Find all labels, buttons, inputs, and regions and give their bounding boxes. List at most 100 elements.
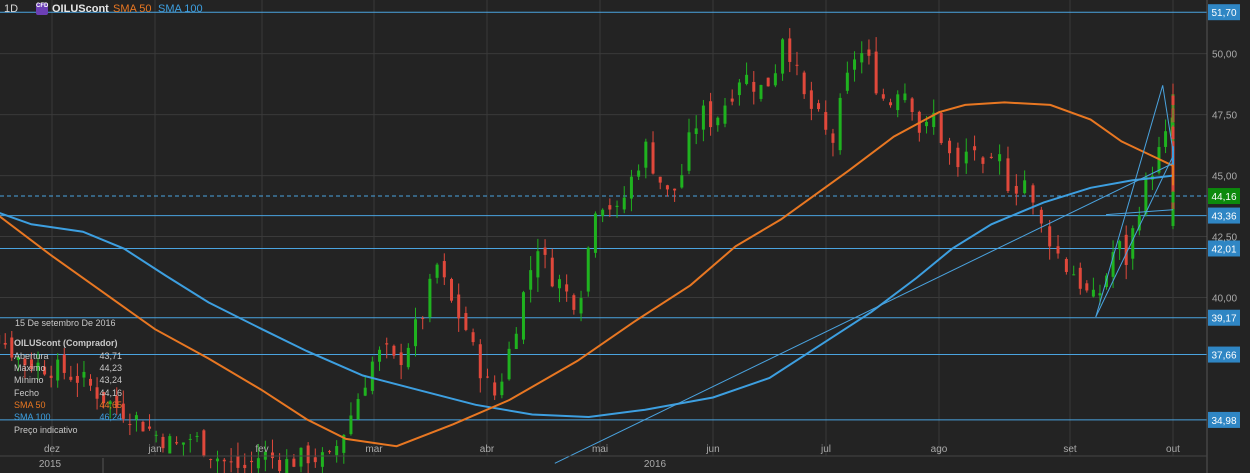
candle-body — [1124, 234, 1128, 265]
candle-body — [586, 247, 590, 292]
x-month-label: jan — [147, 444, 161, 455]
candle-body — [737, 82, 741, 96]
candle-body — [593, 213, 597, 253]
candle-body — [881, 94, 885, 99]
candle-body — [49, 375, 53, 378]
level-label: 51,70 — [1211, 8, 1236, 19]
y-tick-label: 40,00 — [1212, 293, 1237, 304]
level-label-box — [1208, 309, 1240, 326]
trendline[interactable] — [1095, 85, 1164, 318]
candle-body — [485, 376, 489, 378]
trendline[interactable] — [1106, 209, 1174, 216]
candle-body — [925, 121, 929, 127]
y-tick-label: 45,00 — [1212, 172, 1237, 183]
x-month-label: mar — [365, 444, 383, 455]
candle-body — [939, 113, 943, 143]
cfd-badge-text: CFD — [36, 3, 49, 9]
sma50-line — [0, 101, 1174, 448]
candle-body — [349, 415, 353, 435]
trendline[interactable] — [1095, 155, 1174, 318]
candle-body — [108, 401, 112, 405]
candle-body — [320, 452, 324, 467]
candle-body — [278, 459, 282, 472]
candle-body — [229, 461, 233, 463]
level-label: 37,66 — [1211, 351, 1236, 362]
candle-body — [175, 442, 179, 444]
candle-body — [16, 356, 20, 361]
candle-body — [285, 459, 289, 473]
candle-body — [1171, 95, 1175, 105]
candle-body — [378, 349, 382, 362]
symbol-name[interactable]: OILUScont — [52, 3, 109, 15]
candle-body — [1023, 180, 1027, 194]
candle-body — [215, 458, 219, 462]
candle-body — [428, 278, 432, 318]
candle-body — [1171, 126, 1175, 140]
candle-body — [385, 343, 389, 345]
candle-body — [188, 438, 192, 440]
x-month-label: set — [1063, 444, 1077, 455]
candle-body — [43, 366, 47, 375]
candle-body — [370, 361, 374, 391]
level-label: 42,01 — [1211, 244, 1236, 255]
candle-body — [572, 295, 576, 310]
sma100-legend[interactable]: SMA 100 — [158, 3, 203, 15]
candle-body — [680, 175, 684, 188]
candle-body — [75, 375, 79, 383]
candle-body — [1064, 259, 1068, 272]
candle-body — [168, 436, 172, 454]
candle-body — [694, 128, 698, 134]
x-month-label: dez — [44, 444, 60, 455]
candle-body — [579, 298, 583, 314]
candle-body — [435, 264, 439, 278]
trendline[interactable] — [554, 162, 1174, 464]
info-row-sma100: SMA 100 46,24 — [14, 411, 122, 422]
candle-body — [202, 430, 206, 457]
x-month-label: mai — [592, 444, 608, 455]
candle-body — [195, 435, 199, 437]
candle-body — [10, 337, 14, 358]
candle-body — [421, 318, 425, 320]
candle-body — [766, 77, 770, 87]
candle-body — [932, 112, 936, 128]
candle-body — [824, 112, 828, 130]
level-label-box — [1208, 240, 1240, 257]
candle-body — [256, 458, 260, 469]
level-label: 43,36 — [1211, 212, 1236, 223]
candle-body — [615, 205, 619, 207]
candle-body — [543, 247, 547, 255]
candle-body — [102, 392, 106, 404]
level-label-box — [1208, 207, 1240, 224]
candle-body — [148, 426, 152, 429]
candle-body — [313, 457, 317, 463]
candle-body — [622, 197, 626, 210]
candle-body — [1072, 274, 1076, 276]
candle-body — [860, 53, 864, 63]
candle-body — [292, 458, 296, 467]
candle-body — [903, 93, 907, 101]
candle-body — [557, 279, 561, 289]
candle-body — [236, 455, 240, 468]
candle-body — [964, 151, 968, 164]
trendlines[interactable] — [554, 85, 1174, 464]
candle-body — [831, 133, 835, 143]
level-label-box — [1208, 188, 1240, 205]
candle-body — [356, 399, 360, 420]
candle-body — [161, 436, 165, 449]
candle-body — [342, 434, 346, 453]
candle-body — [464, 313, 468, 330]
x-month-label: out — [1166, 444, 1180, 455]
trendline[interactable] — [1162, 85, 1174, 152]
candle-body — [471, 332, 475, 343]
candle-body — [1078, 267, 1082, 289]
candle-body — [716, 117, 720, 126]
candle-body — [134, 415, 138, 420]
timeframe-label[interactable]: 1D — [4, 3, 19, 15]
candle-body — [773, 73, 777, 86]
candle-body — [1091, 289, 1095, 297]
candle-body — [250, 460, 254, 463]
candle-body — [306, 445, 310, 464]
candle-body — [759, 84, 763, 99]
sma50-legend[interactable]: SMA 50 — [113, 3, 152, 15]
